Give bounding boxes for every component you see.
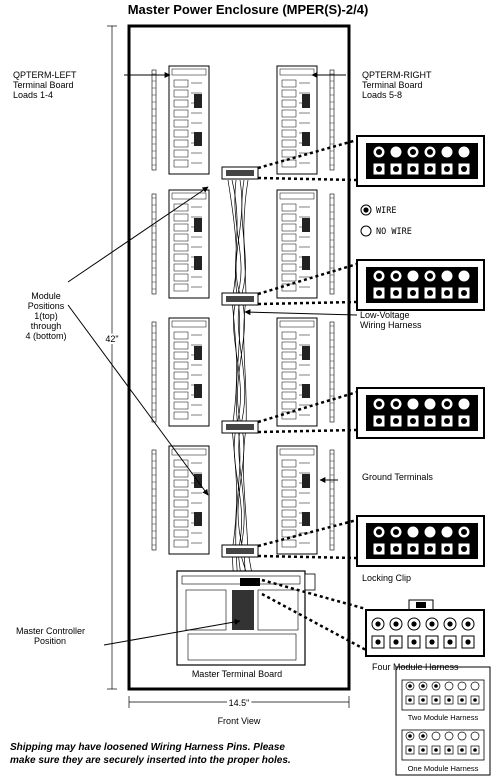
qpterm-left-line-1: QPTERM-LEFT bbox=[13, 70, 77, 80]
connector-detail-1 bbox=[356, 135, 485, 187]
module-board-r3-right bbox=[276, 317, 335, 427]
four-module-harness-plug bbox=[365, 599, 485, 657]
front-view-label: Front View bbox=[218, 716, 261, 726]
module-positions-line-5: 4 (bottom) bbox=[25, 331, 66, 341]
connector-detail-3 bbox=[356, 387, 485, 439]
four-module-harness-label: Four Module Harness bbox=[372, 662, 459, 672]
qpterm-right-line-3: Loads 5-8 bbox=[362, 90, 402, 100]
connector-details bbox=[356, 135, 485, 567]
qpterm-right-line-2: Terminal Board bbox=[362, 80, 423, 90]
module-board-r4-left bbox=[151, 445, 210, 555]
master-controller-label: Master Controller Position bbox=[16, 626, 85, 646]
module-positions-label: Module Positions 1(top) through 4 (botto… bbox=[25, 291, 66, 341]
one-module-harness-label: One Module Harness bbox=[408, 764, 479, 773]
harness-plug-row-1 bbox=[221, 166, 259, 180]
diagram-title: Master Power Enclosure (MPER(S)-2/4) bbox=[128, 2, 369, 17]
qpterm-left-label: QPTERM-LEFT Terminal Board Loads 1-4 bbox=[13, 70, 77, 100]
connector-detail-4 bbox=[356, 515, 485, 567]
module-board-r3-left bbox=[151, 317, 210, 427]
low-voltage-line-1: Low-Voltage bbox=[360, 310, 410, 320]
harness-variants-box bbox=[395, 666, 491, 776]
harness-plug-row-3 bbox=[221, 420, 259, 434]
dimension-lines bbox=[107, 25, 350, 708]
module-board-r2-right bbox=[276, 189, 335, 299]
width-dimension: 14.5" bbox=[229, 698, 250, 708]
module-boards bbox=[151, 65, 335, 555]
module-board-r1-right bbox=[276, 65, 335, 175]
height-dimension: 42" bbox=[105, 334, 118, 344]
note-line-1: Shipping may have loosened Wiring Harnes… bbox=[10, 742, 285, 753]
low-voltage-wiring-harness bbox=[227, 179, 255, 586]
label-arrows bbox=[67, 72, 358, 646]
qpterm-right-line-1: QPTERM-RIGHT bbox=[362, 70, 432, 80]
low-voltage-label: Low-Voltage Wiring Harness bbox=[360, 310, 422, 330]
module-positions-line-4: through bbox=[31, 321, 62, 331]
module-positions-line-2: Positions bbox=[28, 301, 65, 311]
harness-plug-row-2 bbox=[221, 292, 259, 306]
qpterm-right-label: QPTERM-RIGHT Terminal Board Loads 5-8 bbox=[362, 70, 432, 100]
legend-wire-label: WIRE bbox=[376, 206, 396, 216]
master-controller-line-1: Master Controller bbox=[16, 626, 85, 636]
module-board-r1-left bbox=[151, 65, 210, 175]
module-board-r4-right bbox=[276, 445, 335, 555]
master-terminal-board bbox=[176, 570, 306, 666]
qpterm-left-line-2: Terminal Board bbox=[13, 80, 74, 90]
connector-detail-2 bbox=[356, 259, 485, 311]
note-line-2: make sure they are securely inserted int… bbox=[10, 755, 291, 766]
wire-legend: WIRE NO WIRE bbox=[360, 204, 412, 237]
locking-clip-label: Locking Clip bbox=[362, 573, 411, 583]
master-ground-terminal bbox=[304, 573, 316, 591]
harness-plug-row-4 bbox=[221, 544, 259, 558]
two-module-harness-label: Two Module Harness bbox=[408, 713, 479, 722]
qpterm-left-line-3: Loads 1-4 bbox=[13, 90, 53, 100]
connector-leader-lines bbox=[257, 138, 367, 652]
legend-no-wire-label: NO WIRE bbox=[376, 227, 412, 237]
master-controller-line-2: Position bbox=[34, 636, 66, 646]
ground-terminals-label: Ground Terminals bbox=[362, 472, 433, 482]
low-voltage-line-2: Wiring Harness bbox=[360, 320, 422, 330]
module-positions-line-1: Module bbox=[31, 291, 61, 301]
module-board-r2-left bbox=[151, 189, 210, 299]
module-positions-line-3: 1(top) bbox=[34, 311, 58, 321]
master-terminal-board-label: Master Terminal Board bbox=[192, 669, 282, 679]
